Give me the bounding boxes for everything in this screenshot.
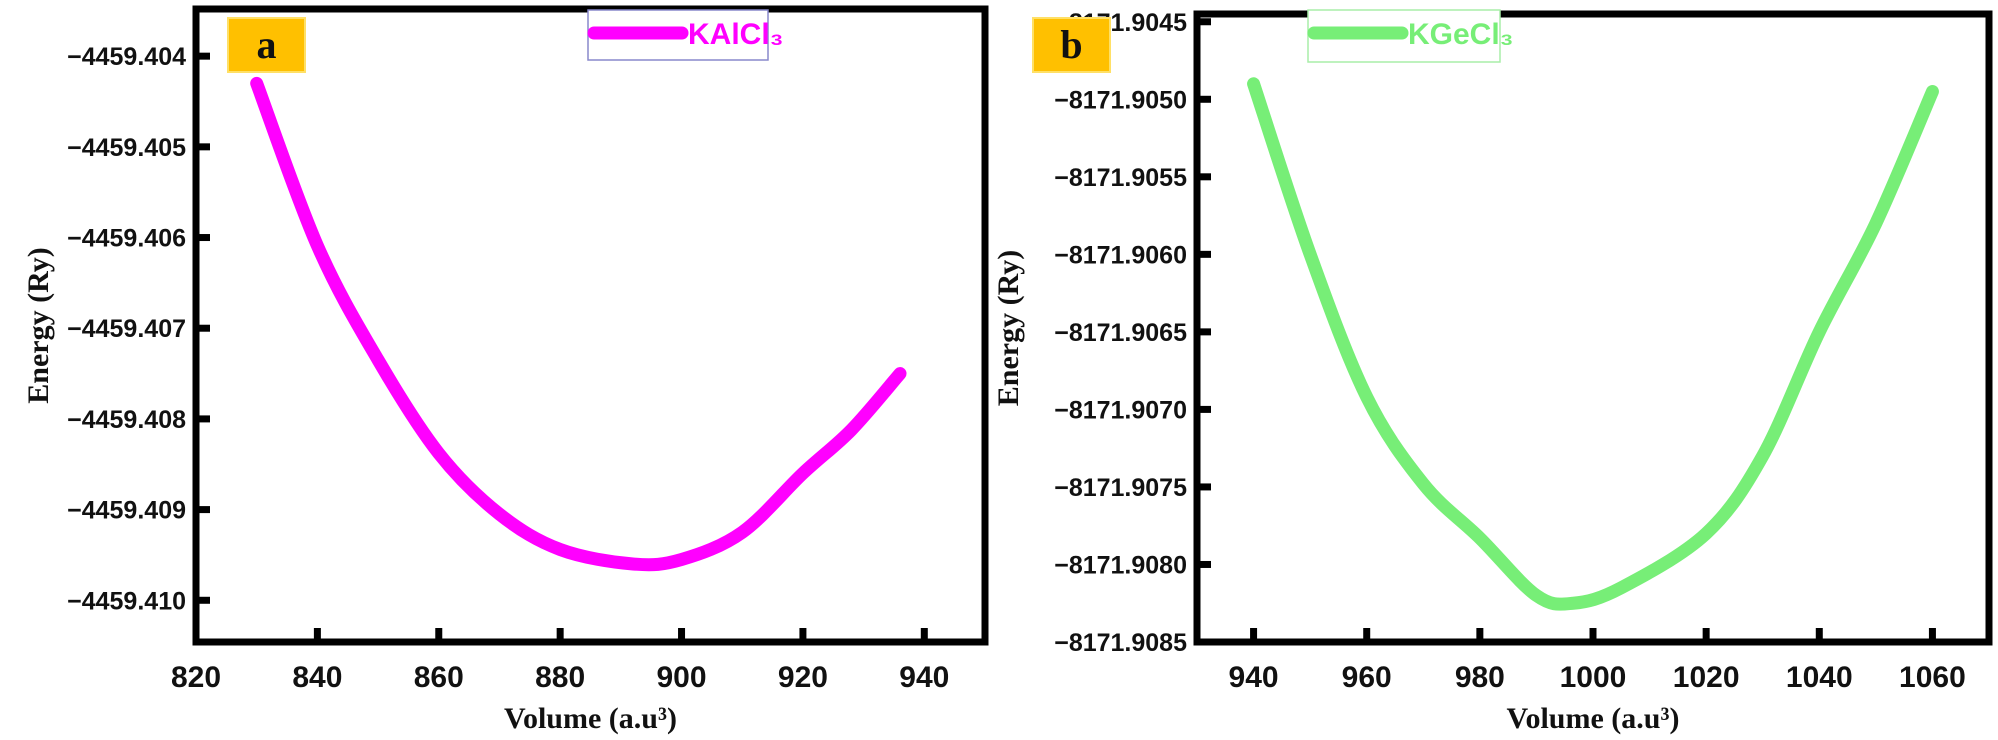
y-tick-label: −8171.9055 [1054,164,1187,192]
x-tick-label: 920 [778,661,828,694]
panel-label-box [227,17,306,73]
legend-label: KAlCl₃ [688,18,784,51]
y-tick-label: −8171.9060 [1054,241,1187,269]
y-tick-label: −4459.408 [67,406,186,434]
x-tick-label: 860 [414,661,464,694]
y-tick-label: −8171.9085 [1054,629,1187,657]
y-tick-label: −4459.406 [67,225,186,253]
series-line [1247,77,1939,611]
x-tick-label: 900 [657,661,707,694]
y-tick-label: −4459.410 [67,587,186,615]
panel-b: 940 960 980 1000 1020 1040 1060−8171.9045−8171… [992,9,1993,735]
y-axis-title: Energy (Ry) [992,250,1025,406]
y-tick-label: −4459.405 [67,134,186,162]
y-tick-label: −8171.9080 [1054,551,1187,579]
x-tick-label: 1020 [1673,661,1740,694]
panel-a: 820 840 860 880 900 920 940 −4459.404 −4459.405 −… [22,5,989,735]
y-tick-label: −8171.9075 [1054,474,1187,502]
plot-frame [192,5,989,646]
y-tick-label: −4459.409 [67,497,186,525]
y-tick-label: −8171.9065 [1054,319,1187,347]
x-tick-label: 940 [1229,661,1279,694]
x-axis-title: Volume (a.u³) [504,702,677,735]
y-tick-label: −8171.9050 [1054,86,1187,114]
y-tick-label: −4459.407 [67,315,186,343]
x-tick-label: 880 [535,661,585,694]
series-line [250,76,907,572]
y-axis-title: Energy (Ry) [22,247,55,403]
y-tick-label: −4459.404 [67,43,186,71]
panel-label-box [1032,17,1111,73]
y-tick-label: −8171.9070 [1054,396,1187,424]
legend-label: KGeCl₃ [1408,18,1514,51]
panel-label: a [257,22,277,67]
x-tick-label: 1000 [1560,661,1627,694]
plot-frame [1193,10,1993,646]
x-tick-label: 820 [171,661,221,694]
panel-label: b [1060,22,1082,67]
x-axis-title: Volume (a.u³) [1507,702,1680,735]
x-tick-label: 960 [1342,661,1392,694]
x-tick-label: 1060 [1899,661,1966,694]
x-tick-label: 940 [899,661,949,694]
x-tick-label: 980 [1455,661,1505,694]
x-tick-label: 840 [292,661,342,694]
x-tick-label: 1040 [1786,661,1853,694]
